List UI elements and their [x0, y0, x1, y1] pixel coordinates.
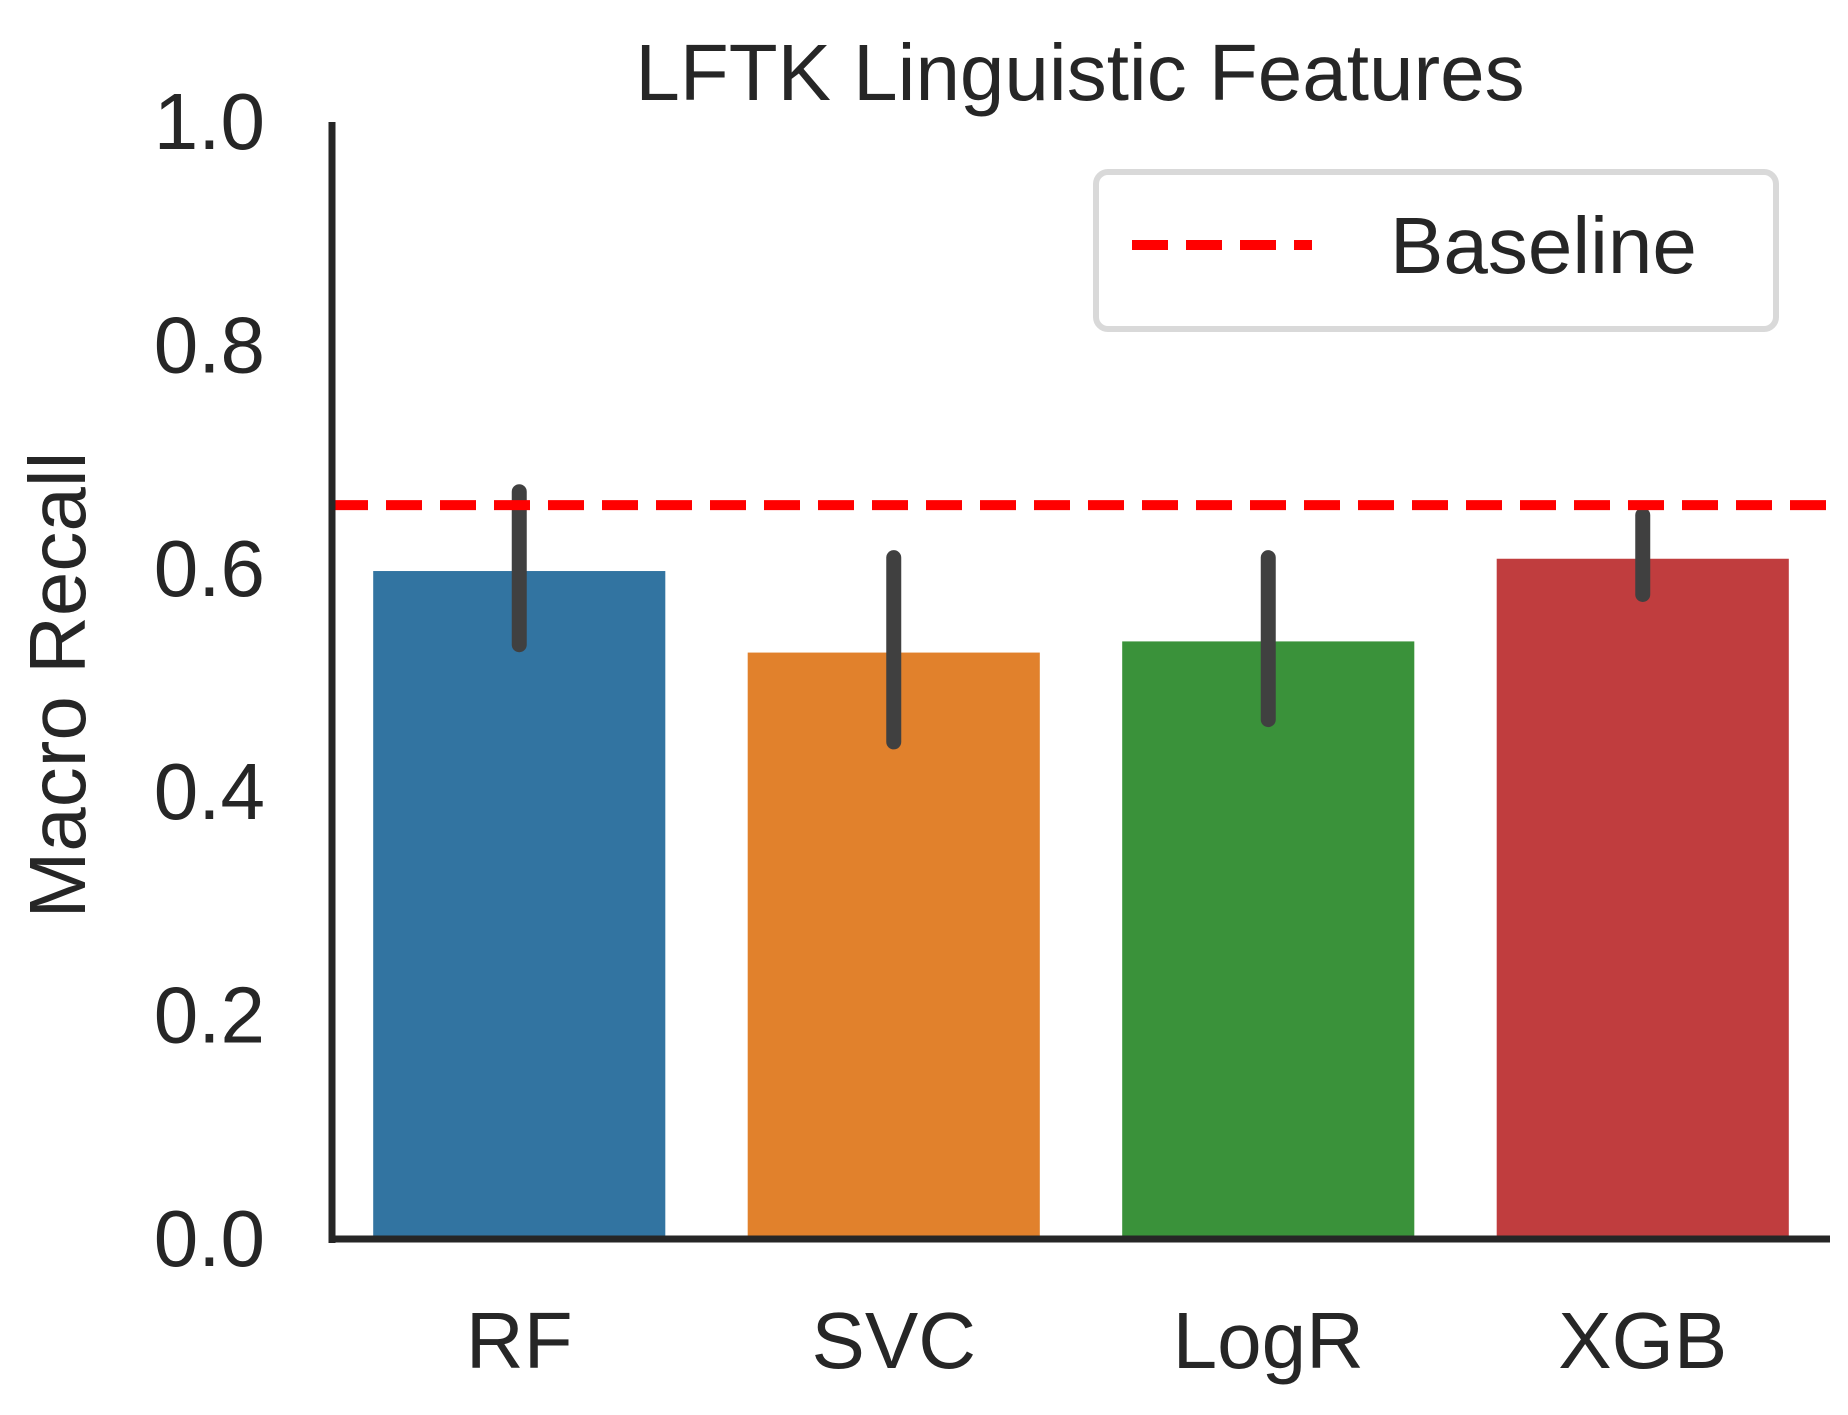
legend: Baseline: [1093, 169, 1779, 332]
legend-frame: [1093, 169, 1779, 332]
y-tick-label: 0.0: [154, 1194, 265, 1283]
x-tick-label: LogR: [1173, 1296, 1364, 1385]
x-tick-label: XGB: [1558, 1296, 1727, 1385]
bar-logr: [1122, 641, 1415, 1239]
y-tick-label: 0.8: [154, 300, 265, 389]
x-tick-label: RF: [466, 1296, 573, 1385]
y-tick-label: 0.6: [154, 524, 265, 613]
error-bars: [511, 484, 1651, 750]
axes: [328, 122, 1830, 1243]
y-tick-labels: 0.0 0.2 0.4 0.6 0.8 1.0: [154, 77, 265, 1283]
y-axis-label: Macro Recall: [13, 452, 102, 919]
x-tick-labels: RF SVC LogR XGB: [466, 1296, 1727, 1385]
y-tick-label: 0.4: [154, 747, 265, 836]
bar-svc: [747, 652, 1040, 1239]
y-tick-label: 1.0: [154, 77, 265, 166]
chart-title: LFTK Linguistic Features: [635, 28, 1524, 117]
bars: [373, 558, 1789, 1239]
bar-rf: [373, 571, 666, 1239]
y-tick-label: 0.2: [154, 971, 265, 1060]
bar-xgb: [1496, 558, 1789, 1239]
legend-baseline-label: Baseline: [1390, 201, 1697, 290]
x-tick-label: SVC: [812, 1296, 977, 1385]
